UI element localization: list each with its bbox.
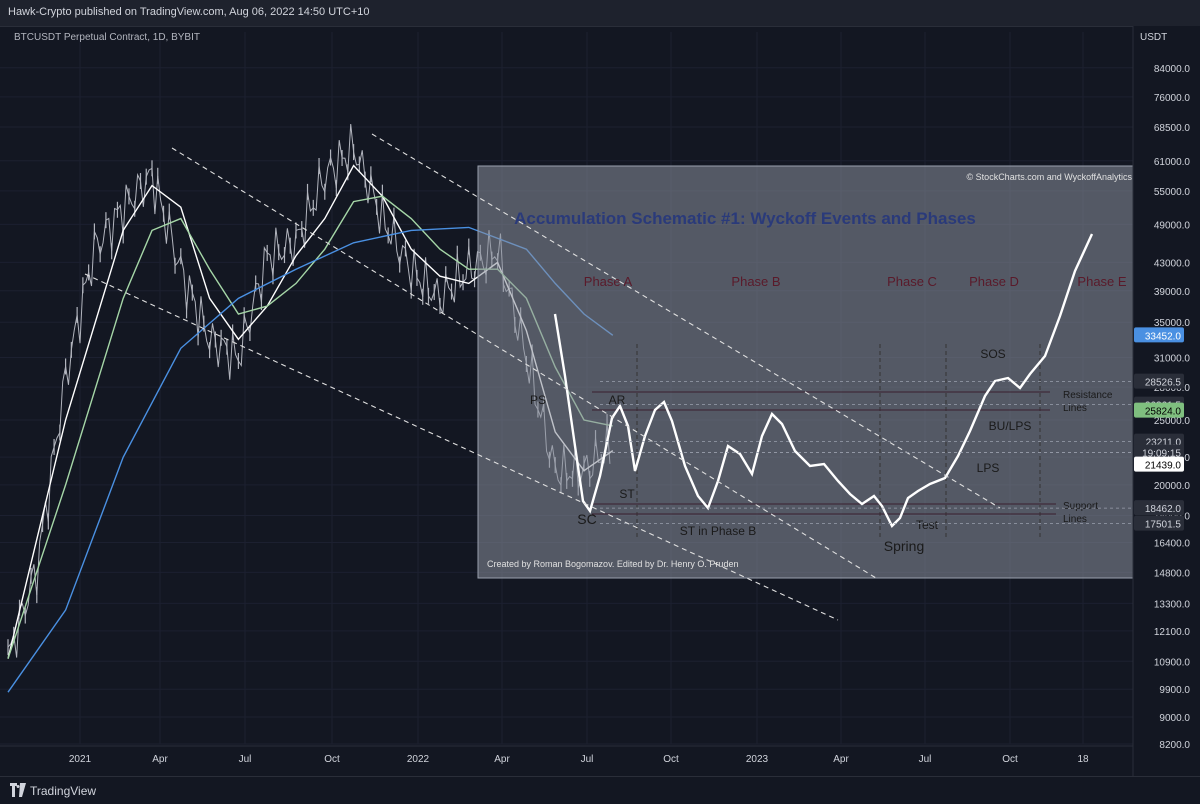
y-tick-label: 16400.0 [1154,539,1191,550]
price-tag-label: 25824.0 [1145,407,1182,418]
y-tick-label: 76000.0 [1154,93,1191,104]
phase-label: Phase C [887,274,937,289]
y-tick-label: 10900.0 [1154,657,1191,668]
event-label: PS [530,393,546,407]
y-tick-label: 39000.0 [1154,287,1191,298]
price-tag-label: 23211.0 [1146,438,1182,449]
event-label: Spring [884,538,924,554]
x-tick-label: Jul [919,754,932,765]
x-tick-label: Jul [581,754,594,765]
event-label: AR [609,393,626,407]
y-tick-label: 25000.0 [1154,416,1191,427]
x-tick-label: 2021 [69,754,92,765]
y-tick-label: 68500.0 [1154,123,1191,134]
overlay-credit-top: © StockCharts.com and WyckoffAnalytics [967,172,1133,182]
price-tag-bg [1134,444,1184,460]
tradingview-brand[interactable]: TradingView [30,784,97,798]
y-tick-label: 14800.0 [1154,568,1191,579]
trendlines [84,133,1133,621]
y-tick-label: 9000.0 [1159,713,1190,724]
y-tick-label: 8200.0 [1159,740,1190,751]
price-tag-bg [1134,373,1184,389]
x-tick-label: 2023 [746,754,769,765]
overlay-credit-bottom: Created by Roman Bogomazov. Edited by Dr… [487,559,738,569]
price-tag-label: 21439.0 [1145,461,1182,472]
dashed-trendline [84,273,839,621]
price-tag-bg [1134,402,1184,418]
event-label: SC [577,511,596,527]
price-tag-bg [1134,456,1184,472]
price-tag-bg [1134,500,1184,516]
footer-bar: TradingView [0,776,1200,804]
symbol-title: BTCUSDT Perpetual Contract, 1D, BYBIT [14,32,200,43]
price-tag-bg [1134,515,1184,531]
publisher-bar: Hawk-Crypto published on TradingView.com… [0,0,1200,27]
tradingview-logo-icon[interactable] [10,783,26,797]
price-chart[interactable]: Accumulation Schematic #1: Wyckoff Event… [0,26,1200,776]
x-tick-label: Oct [1002,754,1018,765]
x-tick-label: 2022 [407,754,430,765]
x-tick-label: Jul [239,754,252,765]
y-tick-label: 31000.0 [1154,353,1191,364]
x-tick-label: 18 [1077,754,1089,765]
x-tick-label: Oct [324,754,340,765]
phase-label: Phase B [731,274,780,289]
wyckoff-schematic-overlay: Accumulation Schematic #1: Wyckoff Event… [477,165,1135,579]
axis-unit-label: USDT [1140,32,1167,43]
x-tick-label: Apr [152,754,168,765]
y-tick-label: 84000.0 [1154,64,1191,75]
price-tag-label: 19:09:15 [1142,449,1181,460]
phase-label: Phase A [584,274,633,289]
y-tick-label: 9900.0 [1159,685,1190,696]
event-label: ST in Phase B [680,524,757,538]
line-label: Support [1063,501,1098,512]
line-label: Lines [1063,403,1087,414]
line-label: Resistance [1063,390,1113,401]
price-tag-label: 33452.0 [1145,331,1182,342]
y-tick-label: 55000.0 [1154,187,1191,198]
y-tick-label: 20000.0 [1154,481,1191,492]
dashed-trendline [371,133,1001,509]
time-axis[interactable]: 2021 Apr Jul Oct 2022 Apr Jul Oct 2023 Apr Jul Oct 1… [0,745,1133,765]
x-tick-label: Apr [833,754,849,765]
dashed-trendline [171,147,877,579]
event-label: SOS [980,347,1005,361]
overlay-title: Accumulation Schematic #1: Wyckoff Event… [514,209,976,228]
event-label: Test [916,518,939,532]
y-tick-label: 43000.0 [1154,258,1191,269]
event-label: ST [619,487,635,501]
event-label: LPS [977,461,1000,475]
line-label: Lines [1063,514,1087,525]
price-axis[interactable]: USDT 84000.0 76000.0 68500.0 61000.0 55000.0 4… [1132,26,1200,776]
y-tick-label: 12100.0 [1154,627,1191,638]
price-tag-label: 17501.5 [1145,520,1182,531]
phase-label: Phase E [1077,274,1126,289]
y-tick-label: 49000.0 [1154,220,1191,231]
price-tag-bg [1134,327,1184,343]
phase-label: Phase D [969,274,1019,289]
x-tick-label: Apr [494,754,510,765]
price-tag-label: 28526.5 [1145,378,1182,389]
event-label: BU/LPS [989,419,1032,433]
publisher-text: Hawk-Crypto published on TradingView.com… [8,6,370,18]
y-tick-label: 61000.0 [1154,157,1191,168]
y-tick-label: 35000.0 [1154,318,1191,329]
x-tick-label: Oct [663,754,679,765]
y-tick-label: 13300.0 [1154,599,1191,610]
price-tag-label: 18462.0 [1145,504,1182,515]
